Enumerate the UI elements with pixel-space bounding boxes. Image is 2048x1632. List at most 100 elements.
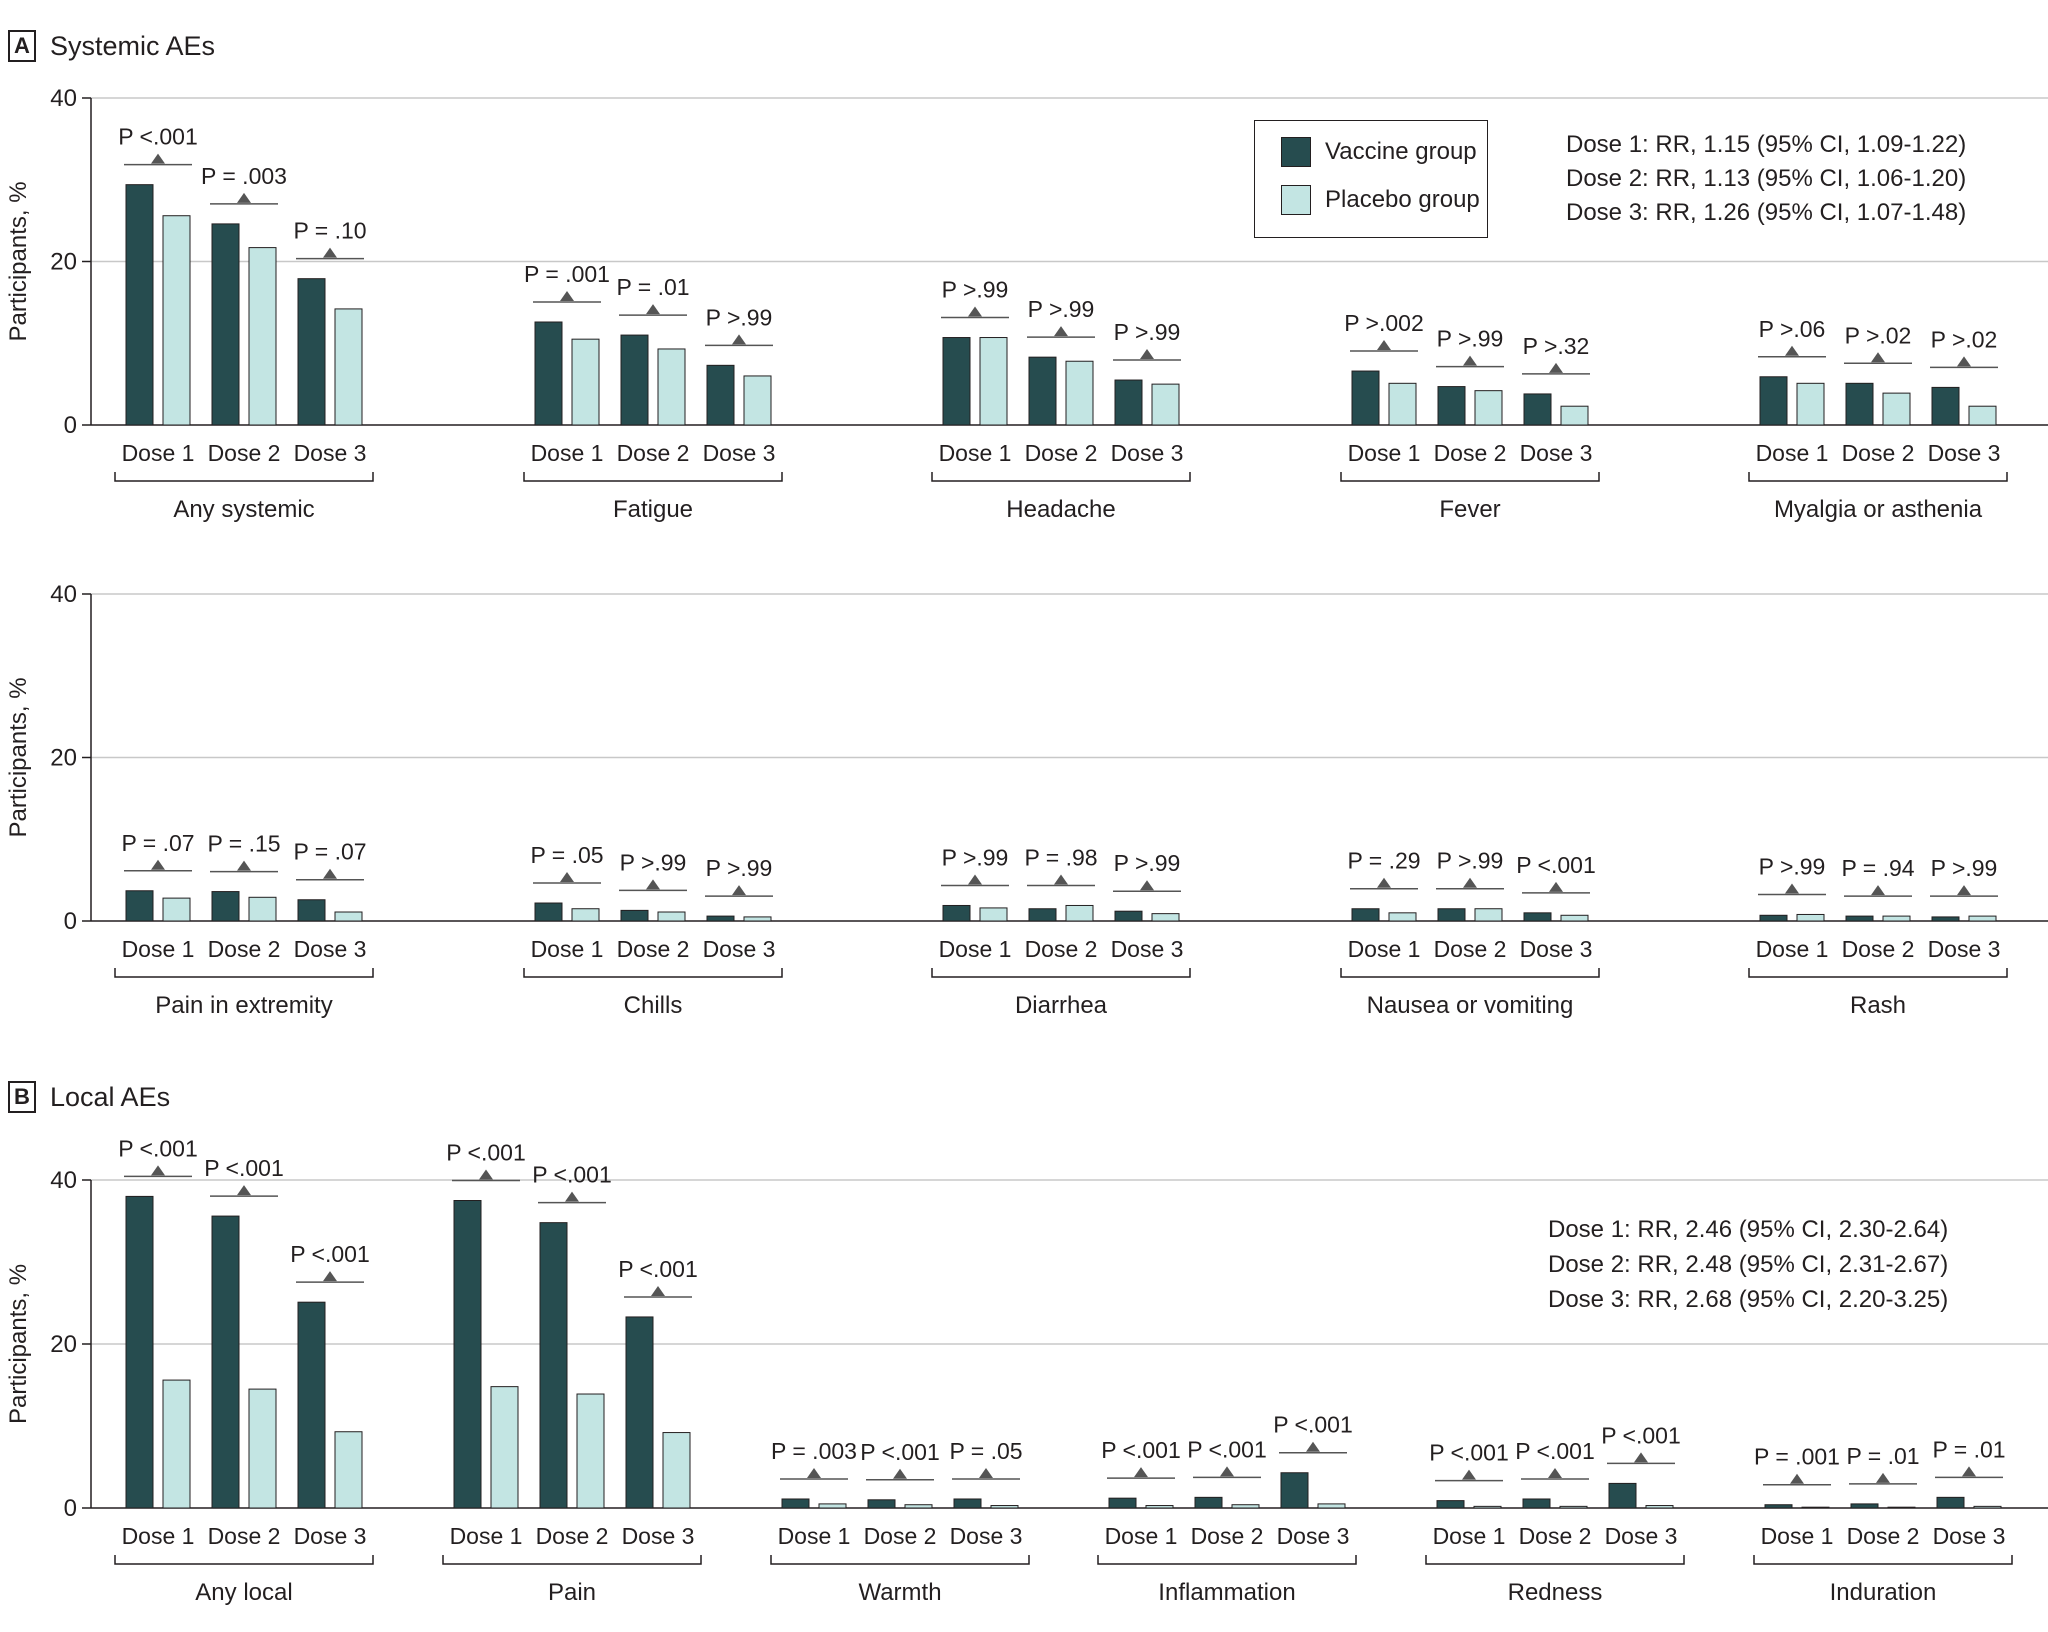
group-induration: P = .001 Dose 1 P = .01 Dose 2 P = .01 Dose 3… [1753,1436,2013,1606]
group-rash: P >.99 Dose 1 P = .94 Dose 2 P >.99 Dose 3 Ras… [1748,853,2008,1019]
group-bracket [1748,968,2008,978]
dose-label: Dose 1 [1761,1523,1834,1549]
panel-a-letter: A [8,30,36,62]
panel-b-title: Local AEs [50,1081,171,1112]
bar-vaccine-fever-dose-3 [1523,393,1552,426]
group-myalgia-or-asthenia: P >.06 Dose 1 P >.02 Dose 2 P >.02 Dose 3 Myal… [1748,316,2008,523]
bar-vaccine-nausea-or-vomiting-dose-2 [1437,908,1466,922]
dose-label: Dose 1 [531,936,604,962]
group-bracket [442,1555,702,1565]
bar-placebo-inflammation-dose-3 [1317,1503,1346,1509]
y-tick-label: 40 [50,581,77,608]
y-axis-label: Participants, % [5,181,32,341]
bar-vaccine-induration-dose-2 [1850,1503,1879,1509]
dose-label: Dose 1 [122,440,195,466]
p-value-label: P = .003 [201,163,287,189]
bar-placebo-fatigue-dose-2 [657,348,686,426]
group-label-redness: Redness [1508,1579,1603,1606]
group-bracket [1748,472,2008,482]
group-headache: P >.99 Dose 1 P >.99 Dose 2 P >.99 Dose 3 Head… [931,277,1191,523]
p-value-label: P <.001 [118,1135,198,1161]
p-marker [968,874,982,885]
bar-vaccine-diarrhea-dose-2 [1028,908,1057,922]
y-tick-label: 0 [64,908,77,935]
bar-placebo-pain-in-extremity-dose-2 [248,896,277,922]
p-value-label: P >.002 [1344,310,1424,336]
dose-label: Dose 1 [1756,936,1829,962]
p-marker [807,1467,821,1478]
p-marker [651,1285,665,1296]
dose-label: Dose 3 [1605,1523,1678,1549]
bar-placebo-redness-dose-1 [1473,1505,1502,1509]
dose-label: Dose 2 [1847,1523,1920,1549]
bar-vaccine-chills-dose-3 [706,915,735,922]
p-marker [1054,326,1068,337]
p-marker [1306,1441,1320,1452]
p-value-label: P <.001 [1187,1436,1267,1462]
legend-vaccine-label: Vaccine group [1325,138,1477,165]
group-label-any-systemic: Any systemic [173,496,314,523]
bar-placebo-pain-dose-2 [576,1393,605,1509]
bar-placebo-rash-dose-2 [1882,915,1911,922]
bar-vaccine-any-local-dose-3 [297,1301,326,1509]
bar-vaccine-fatigue-dose-1 [534,321,563,426]
group-pain: P <.001 Dose 1 P <.001 Dose 2 P <.001 Dose 3 P… [442,1140,702,1606]
bar-placebo-redness-dose-3 [1645,1505,1674,1509]
p-value-label: P <.001 [1101,1437,1181,1463]
p-marker [1140,349,1154,360]
bar-placebo-pain-dose-1 [490,1386,519,1509]
p-marker [893,1468,907,1479]
p-marker [1462,1469,1476,1480]
bar-vaccine-diarrhea-dose-3 [1114,910,1143,922]
p-marker [560,290,574,301]
bar-placebo-rash-dose-3 [1968,915,1997,922]
rr-stats-local: Dose 1: RR, 2.46 (95% CI, 2.30-2.64) Dos… [1548,1212,1948,1317]
bar-placebo-headache-dose-1 [979,337,1008,426]
y-axis-label: Participants, % [5,1264,32,1424]
p-value-label: P = .15 [207,831,280,857]
dose-label: Dose 1 [1348,936,1421,962]
group-any-local: P <.001 Dose 1 P <.001 Dose 2 P <.001 Dose 3 A… [114,1135,374,1606]
p-value-label: P <.001 [532,1162,612,1188]
bar-vaccine-redness-dose-1 [1436,1500,1465,1509]
dose-label: Dose 3 [294,936,367,962]
p-marker [732,334,746,345]
dose-label: Dose 1 [778,1523,851,1549]
group-bracket [523,472,783,482]
p-marker [968,306,982,317]
dose-label: Dose 2 [1025,936,1098,962]
bar-vaccine-fever-dose-2 [1437,386,1466,426]
bar-placebo-diarrhea-dose-3 [1151,913,1180,922]
dose-label: Dose 2 [864,1523,937,1549]
p-marker [1377,877,1391,888]
p-value-label: P >.99 [1931,855,1998,881]
p-marker [151,153,165,164]
bar-vaccine-pain-in-extremity-dose-2 [211,891,240,922]
p-value-label: P >.99 [942,277,1009,303]
p-marker [1876,1472,1890,1483]
bar-vaccine-chills-dose-2 [620,909,649,922]
dose-label: Dose 2 [617,440,690,466]
dose-label: Dose 1 [1756,440,1829,466]
p-value-label: P >.99 [706,855,773,881]
group-any-systemic: P <.001 Dose 1 P = .003 Dose 2 P = .10 Dose 3… [114,124,374,523]
legend-item-placebo: Placebo group [1281,185,1480,215]
p-marker [1548,1467,1562,1478]
dose-label: Dose 2 [1842,440,1915,466]
dose-label: Dose 1 [939,936,1012,962]
bar-placebo-any-local-dose-2 [248,1388,277,1509]
group-redness: P <.001 Dose 1 P <.001 Dose 2 P <.001 Dose 3 R… [1425,1422,1685,1606]
dose-label: Dose 2 [1191,1523,1264,1549]
p-value-label: P >.99 [1114,319,1181,345]
group-label-induration: Induration [1830,1579,1937,1606]
p-value-label: P >.99 [942,844,1009,870]
bar-placebo-chills-dose-3 [743,916,772,922]
p-marker [323,868,337,879]
y-axis-label: Participants, % [5,677,32,837]
panel-a-title: Systemic AEs [50,30,216,61]
p-value-label: P = .05 [530,842,603,868]
p-marker [646,304,660,315]
y-tick-label: 0 [64,1495,77,1522]
dose-label: Dose 2 [617,936,690,962]
